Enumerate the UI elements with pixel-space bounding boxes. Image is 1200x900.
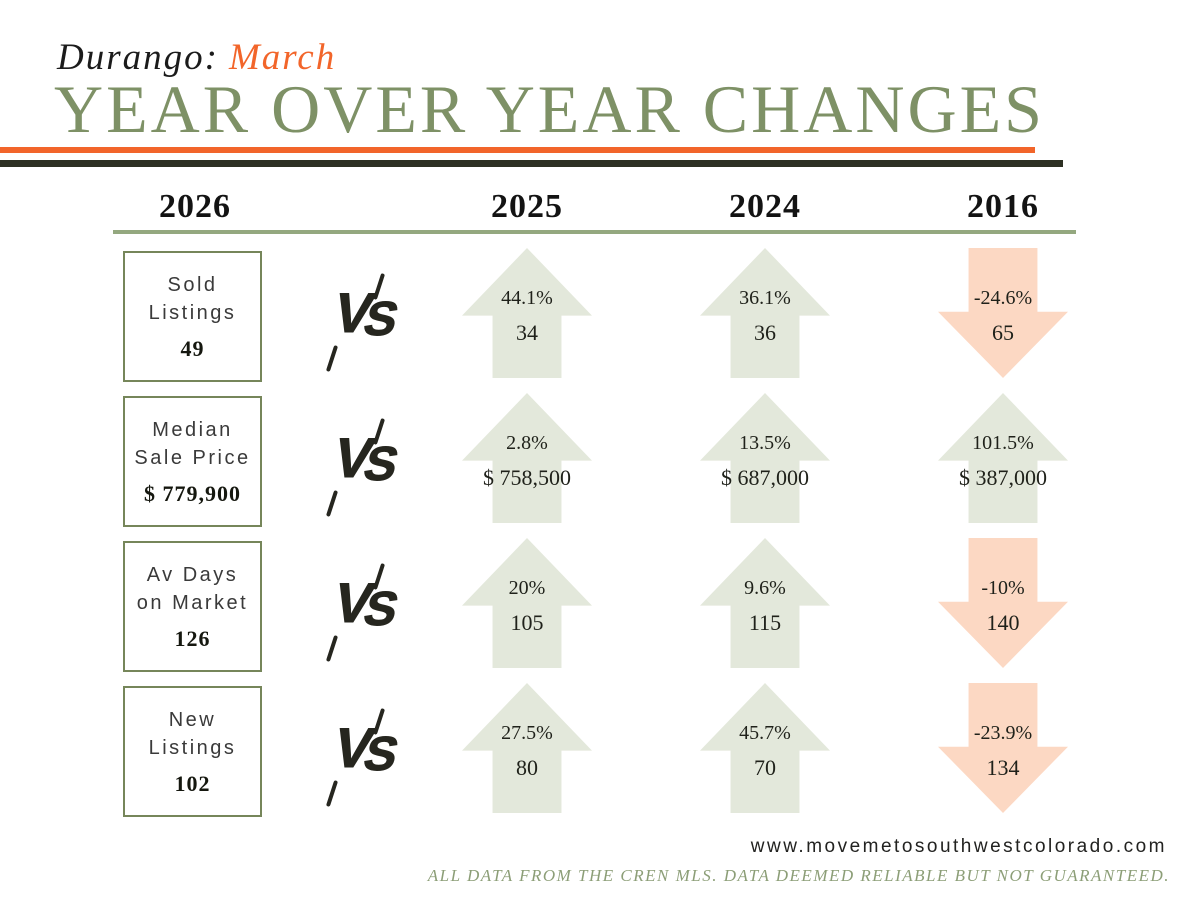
metric-label: Sold Listings xyxy=(148,274,237,324)
previous-value: 140 xyxy=(986,610,1020,635)
percent-change: 13.5% xyxy=(739,432,791,454)
down-arrow-icon xyxy=(938,538,1068,668)
slash-icon xyxy=(325,490,339,517)
vs-icon: V S xyxy=(325,248,410,379)
metric-row-new-listings: New Listings 102 V S 27.5% 80 45.7% 70 -… xyxy=(0,683,1200,818)
comparison-cell: 101.5% $ 387,000 xyxy=(918,393,1088,524)
previous-value: 34 xyxy=(516,320,538,345)
up-arrow-icon xyxy=(462,683,592,813)
comparison-cell: 44.1% 34 xyxy=(442,248,612,379)
metric-row-median-sale-price: Median Sale Price $ 779,900 V S 2.8% $ 7… xyxy=(0,393,1200,528)
up-arrow-icon xyxy=(462,248,592,378)
metric-label: Median Sale Price xyxy=(134,419,251,469)
metric-label: Av Days on Market xyxy=(136,564,249,614)
subtitle: Durango: March xyxy=(57,36,336,79)
metric-box: Median Sale Price $ 779,900 xyxy=(123,396,262,527)
up-arrow-icon xyxy=(700,248,830,378)
comparison-cell: 13.5% $ 687,000 xyxy=(680,393,850,524)
comparison-cell: 27.5% 80 xyxy=(442,683,612,814)
comparison-cell: -24.6% 65 xyxy=(918,248,1088,379)
comparison-cell: 20% 105 xyxy=(442,538,612,669)
down-arrow-icon xyxy=(938,248,1068,378)
dark-rule xyxy=(0,160,1063,167)
comparison-cell: 36.1% 36 xyxy=(680,248,850,379)
column-divider-rule xyxy=(113,230,1076,234)
metric-label: New Listings xyxy=(148,709,237,759)
up-arrow-icon xyxy=(462,538,592,668)
percent-change: 9.6% xyxy=(744,577,786,599)
percent-change: 2.8% xyxy=(506,432,548,454)
slash-icon xyxy=(325,345,339,372)
column-header-year-2025: 2025 xyxy=(491,188,563,225)
metric-row-av-days-on-market: Av Days on Market 126 V S 20% 105 9.6% 1… xyxy=(0,538,1200,673)
metric-value: 102 xyxy=(174,771,211,796)
vs-icon: V S xyxy=(325,683,410,814)
percent-change: -23.9% xyxy=(973,722,1033,744)
comparison-cell: -23.9% 134 xyxy=(918,683,1088,814)
vs-icon: V S xyxy=(325,538,410,669)
slash-icon xyxy=(325,780,339,807)
vs-icon: V S xyxy=(325,393,410,524)
column-header-year-2016: 2016 xyxy=(967,188,1039,225)
up-arrow-icon xyxy=(938,393,1068,523)
percent-change: 101.5% xyxy=(972,432,1034,454)
up-arrow-icon xyxy=(700,393,830,523)
up-arrow-icon xyxy=(462,393,592,523)
previous-value: 65 xyxy=(992,320,1014,345)
percent-change: 27.5% xyxy=(501,722,553,744)
percent-change: -24.6% xyxy=(973,287,1033,309)
previous-value: $ 758,500 xyxy=(483,465,571,490)
previous-value: $ 687,000 xyxy=(721,465,809,490)
up-arrow-icon xyxy=(700,538,830,668)
percent-change: -10% xyxy=(981,577,1025,599)
previous-value: 36 xyxy=(754,320,776,345)
up-arrow-icon xyxy=(700,683,830,813)
metric-box: New Listings 102 xyxy=(123,686,262,817)
website-url: www.movemetosouthwestcolorado.com xyxy=(750,836,1167,857)
metric-row-sold-listings: Sold Listings 49 V S 44.1% 34 36.1% 36 -… xyxy=(0,248,1200,383)
comparison-cell: 9.6% 115 xyxy=(680,538,850,669)
comparison-cell: 2.8% $ 758,500 xyxy=(442,393,612,524)
location-label: Durango: xyxy=(57,37,219,78)
comparison-cell: -10% 140 xyxy=(918,538,1088,669)
metric-box: Av Days on Market 126 xyxy=(123,541,262,672)
metric-box: Sold Listings 49 xyxy=(123,251,262,382)
metric-value: $ 779,900 xyxy=(144,481,241,506)
metric-value: 126 xyxy=(174,626,211,651)
previous-value: 80 xyxy=(516,755,538,780)
orange-rule xyxy=(0,147,1035,153)
percent-change: 44.1% xyxy=(501,287,553,309)
previous-value: 70 xyxy=(754,755,776,780)
previous-value: 105 xyxy=(510,610,544,635)
previous-value: $ 387,000 xyxy=(959,465,1047,490)
metric-value: 49 xyxy=(180,336,205,361)
data-disclaimer: ALL DATA FROM THE CREN MLS. DATA DEEMED … xyxy=(427,866,1170,885)
percent-change: 20% xyxy=(508,577,546,599)
column-header-current-year: 2026 xyxy=(159,188,231,225)
percent-change: 36.1% xyxy=(739,287,791,309)
column-header-year-2024: 2024 xyxy=(729,188,801,225)
page-title: YEAR OVER YEAR CHANGES xyxy=(54,71,1045,147)
month-label: March xyxy=(228,37,337,78)
percent-change: 45.7% xyxy=(739,722,791,744)
slash-icon xyxy=(325,635,339,662)
down-arrow-icon xyxy=(938,683,1068,813)
previous-value: 115 xyxy=(748,610,782,635)
previous-value: 134 xyxy=(986,755,1020,780)
comparison-cell: 45.7% 70 xyxy=(680,683,850,814)
